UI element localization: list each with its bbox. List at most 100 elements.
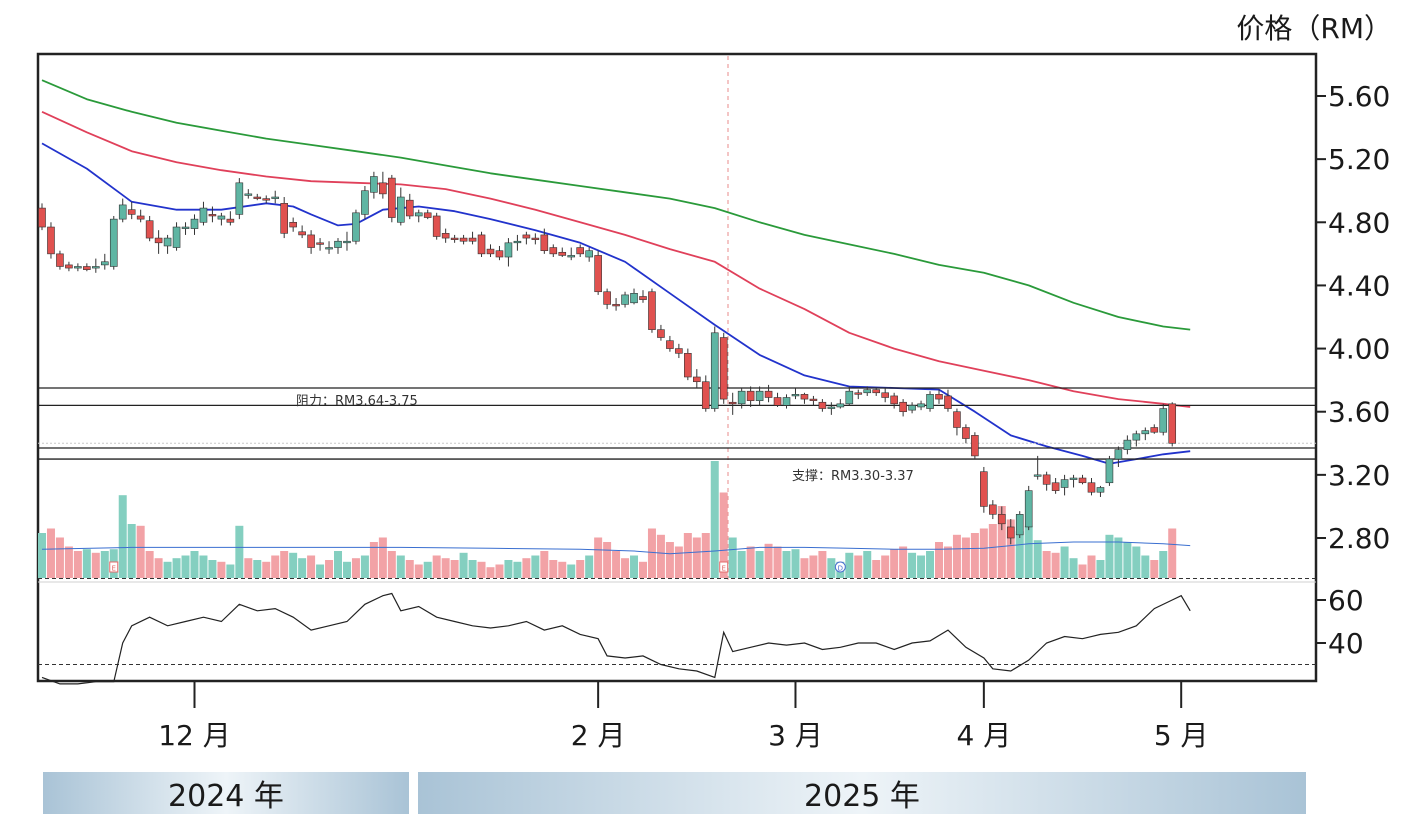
candle-body <box>854 392 863 395</box>
volume-bar <box>307 555 316 578</box>
y-tick-label: 2.80 <box>1328 522 1390 555</box>
support-resistance-zones <box>38 387 1316 460</box>
volume-bar <box>351 558 360 578</box>
candle-body <box>908 405 916 411</box>
volume-bar <box>1078 564 1087 578</box>
volume-bar <box>136 525 145 578</box>
year-bar-2024: 2024 年 <box>43 772 409 814</box>
candle-body <box>298 231 306 236</box>
candle-body <box>1060 479 1069 488</box>
volume-bar <box>997 506 1006 578</box>
volume-bar <box>1105 534 1114 578</box>
candle-body <box>361 190 369 215</box>
candle-body <box>226 218 235 223</box>
volume-bar <box>154 558 163 578</box>
volume-bar <box>1159 551 1168 578</box>
volume-bar <box>863 551 872 578</box>
volume-bar <box>701 533 710 578</box>
candle-body <box>405 199 414 217</box>
volume-bar <box>872 560 881 578</box>
candle-body <box>136 215 145 220</box>
volume-bar <box>1087 555 1096 578</box>
volume-bar <box>172 558 181 578</box>
candle-body <box>441 233 450 239</box>
candle-body <box>100 261 109 266</box>
volume-bar <box>450 560 459 578</box>
candle-body <box>423 212 432 218</box>
volume-bar <box>594 537 603 578</box>
candle-body <box>1051 482 1060 491</box>
volume-bar <box>91 552 100 578</box>
candle-body <box>1132 433 1141 441</box>
candle-body <box>648 291 656 330</box>
candle-body <box>693 376 701 383</box>
candle-body <box>621 294 629 305</box>
volume-bar <box>890 549 899 578</box>
volume-bar <box>280 551 289 578</box>
candle-body <box>513 240 522 244</box>
candle-body <box>935 394 943 400</box>
volume-bar <box>970 533 979 578</box>
candle-body <box>549 247 558 255</box>
rsi-pane <box>38 578 1316 685</box>
volume-bar <box>459 552 468 578</box>
volume-bar <box>271 555 280 578</box>
y-tick-label: 5.20 <box>1328 143 1390 176</box>
volume-bar <box>82 549 91 578</box>
volume-bar <box>979 528 988 578</box>
volume-bar <box>118 495 127 578</box>
candle-body <box>235 182 244 215</box>
candle-body <box>666 340 674 349</box>
candle-body <box>47 226 55 255</box>
volume-bar <box>782 551 791 578</box>
candle-body <box>980 471 988 507</box>
x-tick-label: 4 月 <box>956 719 1011 752</box>
candle-body <box>585 250 593 258</box>
volume-bar <box>1114 537 1123 578</box>
volume-bar <box>567 564 576 578</box>
volume-bar <box>396 555 405 578</box>
candle-body <box>603 291 611 305</box>
candle-body <box>594 255 602 293</box>
volume-bar <box>1042 551 1051 578</box>
candle-body <box>997 514 1006 525</box>
candle-body <box>145 220 154 239</box>
volume-bar <box>854 555 863 578</box>
volume-bar <box>486 567 495 578</box>
candle-body <box>1024 490 1033 528</box>
volume-bar <box>468 560 477 578</box>
volume-bar <box>665 542 674 578</box>
year-bar-2025: 2025 年 <box>418 772 1306 814</box>
candle-body <box>172 226 181 248</box>
volume-bar <box>199 555 208 578</box>
volume-bar <box>432 555 441 578</box>
candle-body <box>845 390 854 405</box>
candle-body <box>118 204 127 220</box>
y-tick-label: 3.20 <box>1328 459 1390 492</box>
volume-bar <box>504 560 513 578</box>
volume-bar <box>298 558 307 578</box>
volume-bar <box>576 560 585 578</box>
event-marker-letter: E <box>112 565 116 573</box>
candle-body <box>504 242 513 258</box>
resistance-label: 阻力：RM3.64-3.75 <box>296 394 418 409</box>
volume-bar <box>1150 560 1159 578</box>
volume-bar <box>827 558 836 578</box>
candle-body <box>109 218 118 267</box>
candle-body <box>746 390 755 401</box>
volume-bar <box>719 492 728 578</box>
volume-bar <box>621 558 630 578</box>
candle-body <box>163 237 172 247</box>
volume-bar <box>262 561 271 578</box>
volume-bar <box>127 524 136 578</box>
candle-body <box>83 266 91 270</box>
candle-body <box>316 242 324 245</box>
candle-body <box>944 395 952 409</box>
candle-body <box>1042 474 1051 485</box>
volume-bar <box>737 551 746 578</box>
candle-body <box>639 296 647 300</box>
candle-body <box>1159 408 1168 433</box>
candle-body <box>1123 439 1132 450</box>
dividend-marker <box>834 561 846 573</box>
y-axis-unit-label: 价格（RM） <box>1236 12 1392 45</box>
